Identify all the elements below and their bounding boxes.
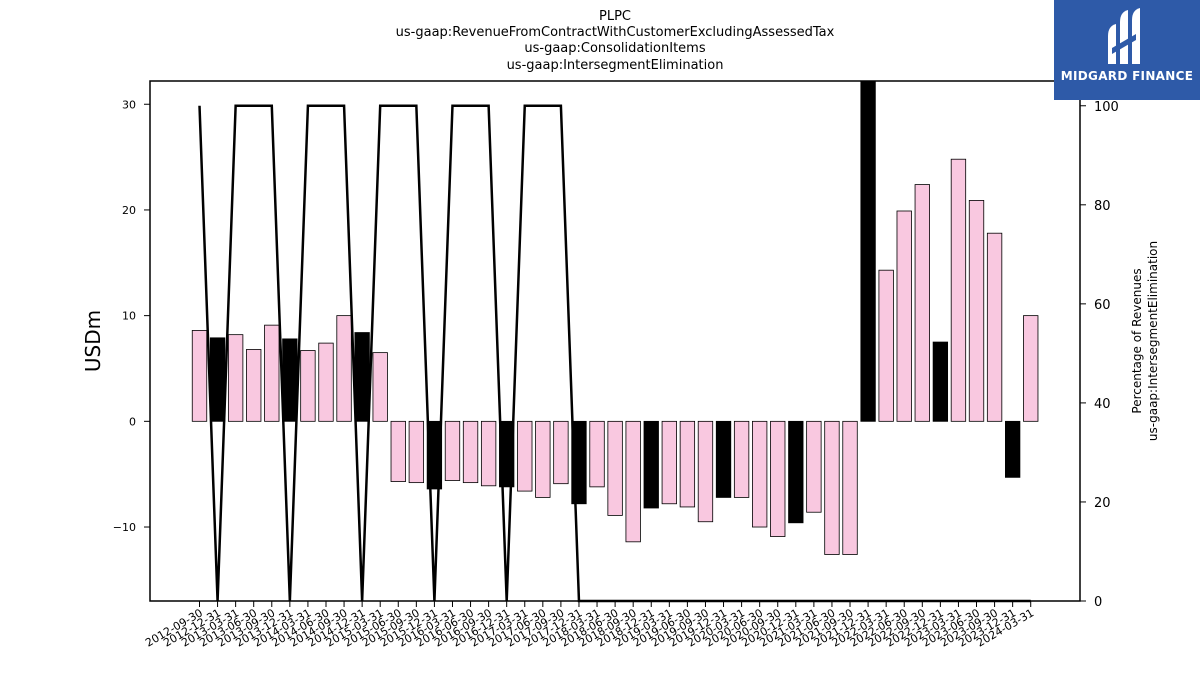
bar [643, 420, 659, 509]
brand-logo: MIDGARD FINANCE [1054, 0, 1200, 100]
bar [860, 80, 876, 422]
bar [842, 420, 858, 555]
bar [589, 420, 605, 488]
bar [878, 269, 894, 422]
bar [770, 420, 786, 537]
bar [264, 324, 280, 422]
logo-mark-icon [1108, 8, 1140, 64]
chart-title-line: us-gaap:ConsolidationItems [524, 41, 705, 56]
bar [968, 200, 985, 422]
y-right-tick-label: 80 [1094, 199, 1111, 214]
bar [444, 420, 461, 481]
chart-title-line: PLPC [599, 9, 631, 24]
y-axis-right-label: us-gaap:IntersegmentElimination [1146, 241, 1160, 441]
bar-series [191, 80, 1039, 555]
bar [679, 420, 696, 508]
bar [480, 420, 497, 487]
y-tick-label: 30 [122, 98, 136, 111]
bar [806, 420, 822, 513]
bar [191, 330, 208, 422]
bar [209, 337, 226, 422]
y-right-tick-label: 20 [1094, 496, 1111, 511]
bar [950, 158, 967, 422]
y-right-tick-label: 100 [1094, 100, 1119, 115]
bar [318, 342, 334, 422]
bar [625, 420, 641, 543]
bar [300, 350, 316, 422]
bar [986, 232, 1003, 422]
y-tick-label: 10 [122, 310, 136, 323]
bar [715, 420, 732, 498]
bar [1023, 315, 1039, 422]
bar [462, 420, 479, 484]
bar [282, 338, 298, 422]
bar [354, 332, 370, 422]
y-axis-left: −10 0 10 20 30 [113, 98, 150, 534]
y-tick-label: 20 [122, 204, 136, 217]
bar [246, 349, 262, 422]
bar [788, 420, 804, 524]
bar [697, 420, 714, 523]
y-axis-label: USDm [81, 310, 105, 372]
bar [752, 420, 768, 528]
bar [390, 420, 406, 482]
bar [914, 184, 930, 422]
bar [896, 210, 912, 422]
bar [535, 420, 551, 498]
y-axis-right-label: Percentage of Revenues [1130, 268, 1144, 413]
y-tick-label: 0 [129, 415, 136, 428]
y-tick-label: −10 [113, 521, 136, 534]
chart-title: PLPC us-gaap:RevenueFromContractWithCust… [396, 9, 835, 73]
bar [661, 420, 677, 505]
bar [932, 341, 949, 422]
y-right-tick-label: 40 [1094, 397, 1111, 412]
bar [336, 315, 352, 422]
bar [733, 420, 750, 498]
bar [553, 420, 569, 485]
y-axis-right: 0 20 40 60 80 100 [1080, 100, 1119, 610]
chart-title-line: us-gaap:RevenueFromContractWithCustomerE… [396, 25, 835, 40]
bar [824, 420, 840, 555]
logo-text: MIDGARD FINANCE [1060, 69, 1194, 83]
bar [1005, 420, 1021, 478]
plot-frame [149, 80, 1081, 602]
bar [372, 352, 388, 422]
chart-title-line: us-gaap:IntersegmentElimination [507, 58, 724, 73]
bar [517, 420, 533, 492]
bar [607, 420, 623, 516]
bar [408, 420, 424, 484]
y-right-tick-label: 60 [1094, 298, 1111, 313]
bar [227, 334, 244, 422]
x-axis: 2012-09-302012-12-312013-03-312013-06-30… [143, 601, 1036, 650]
y-right-tick-label: 0 [1094, 595, 1102, 610]
